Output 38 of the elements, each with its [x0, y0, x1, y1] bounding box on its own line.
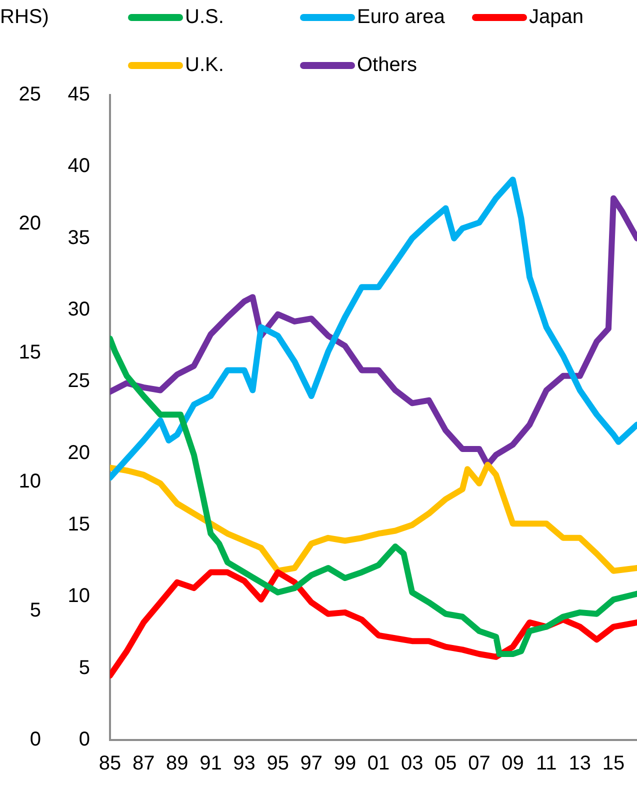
x-tick-label: 87: [132, 752, 155, 775]
y-tick-label: 0: [78, 728, 90, 751]
x-tick-label: 89: [166, 752, 188, 775]
x-tick-label: 15: [602, 752, 625, 775]
y-tick-label: 5: [78, 656, 90, 679]
x-tick-label: 99: [334, 752, 356, 775]
x-tick-label: 03: [400, 752, 424, 775]
x-tick-label: 13: [568, 752, 592, 775]
x-tick-label: 07: [468, 752, 490, 775]
y2-tick-label: 15: [18, 342, 41, 364]
x-tick-label: 85: [98, 752, 122, 775]
legend-label: Japan: [529, 6, 584, 28]
y-tick-label: 25: [68, 370, 90, 392]
x-tick-label: 05: [434, 752, 457, 775]
legend-label: U.K.: [185, 54, 224, 76]
y2-tick-label: 20: [18, 212, 41, 235]
y2-tick-label: 0: [30, 728, 41, 751]
x-tick-label: 01: [367, 752, 390, 775]
y-tick-label: 45: [68, 84, 90, 106]
x-tick-label: 91: [200, 752, 222, 775]
y-tick-label: 30: [68, 298, 90, 321]
y-tick-label: 10: [68, 585, 90, 608]
x-tick-label: 93: [233, 752, 256, 775]
x-tick-label: 11: [536, 752, 557, 775]
y2-tick-label: 10: [18, 470, 41, 493]
y2-tick-label: 25: [18, 84, 41, 106]
y-tick-label: 15: [68, 514, 90, 536]
y-tick-label: 20: [68, 442, 90, 464]
y2-tick-label: 5: [30, 600, 41, 622]
y2-axis-title: RHS): [0, 6, 49, 29]
legend-label: U.S.: [185, 6, 224, 28]
y-tick-label: 35: [68, 226, 90, 249]
y-tick-label: 40: [68, 155, 90, 178]
legend-label: Euro area: [357, 6, 445, 28]
x-tick-label: 09: [502, 752, 524, 775]
x-tick-label: 97: [300, 752, 323, 775]
legend-label: Others: [357, 54, 418, 76]
x-tick-label: 95: [266, 752, 289, 775]
